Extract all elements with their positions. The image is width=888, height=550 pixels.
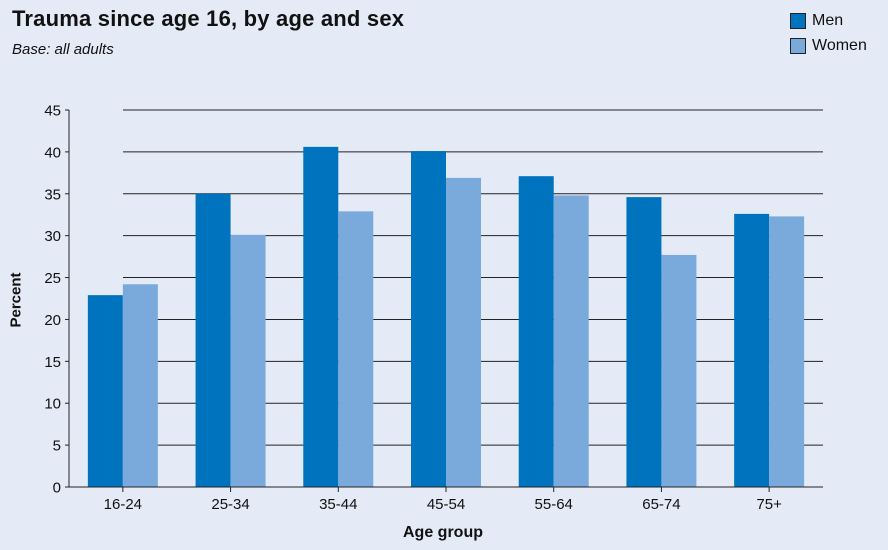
bar-women-75+ [769,216,805,488]
bar-women-65-74 [661,254,697,487]
bar-men-75+ [734,213,770,487]
y-tick-label: 10 [44,396,61,413]
x-tick-label: 16-24 [104,496,142,513]
x-tick-label: 55-64 [535,496,573,513]
bar-men-55-64 [518,176,554,487]
bar-women-25-34 [230,234,266,487]
y-tick-label: 20 [44,312,61,329]
y-axis-label: Percent [7,272,25,328]
legend-swatch-women [790,37,806,54]
bar-women-35-44 [338,211,374,488]
x-tick-label: 65-74 [642,496,680,513]
y-tick-label: 30 [44,228,61,245]
y-tick-label: 40 [44,144,61,161]
bar-women-16-24 [122,284,158,487]
bar-men-25-34 [195,193,231,487]
bar-men-45-54 [411,151,446,487]
x-axis-label: Age group [403,524,483,541]
x-tick-label: 75+ [756,496,782,513]
x-tick-label: 35-44 [319,496,357,513]
legend-item-women: Women [790,33,867,58]
legend: Men Women [790,8,867,58]
legend-item-men: Men [790,8,867,33]
x-tick-label: 45-54 [427,496,465,513]
y-tick-label: 25 [44,270,61,287]
legend-swatch-men [790,12,806,29]
bar-men-16-24 [87,295,123,487]
chart-subtitle: Base: all adults [12,41,114,58]
legend-label-women: Women [812,36,867,54]
bar-men-35-44 [303,146,339,487]
bar-women-55-64 [553,195,589,487]
y-tick-label: 5 [53,438,61,455]
y-tick-label: 0 [53,480,61,497]
bar-women-45-54 [446,177,481,488]
bar-men-65-74 [626,197,662,487]
x-tick-label: 25-34 [211,496,249,513]
y-tick-label: 45 [44,103,61,120]
y-tick-label: 15 [44,354,61,371]
y-tick-label: 35 [44,186,61,203]
legend-label-men: Men [812,11,844,29]
chart-title: Trauma since age 16, by age and sex [12,6,405,31]
